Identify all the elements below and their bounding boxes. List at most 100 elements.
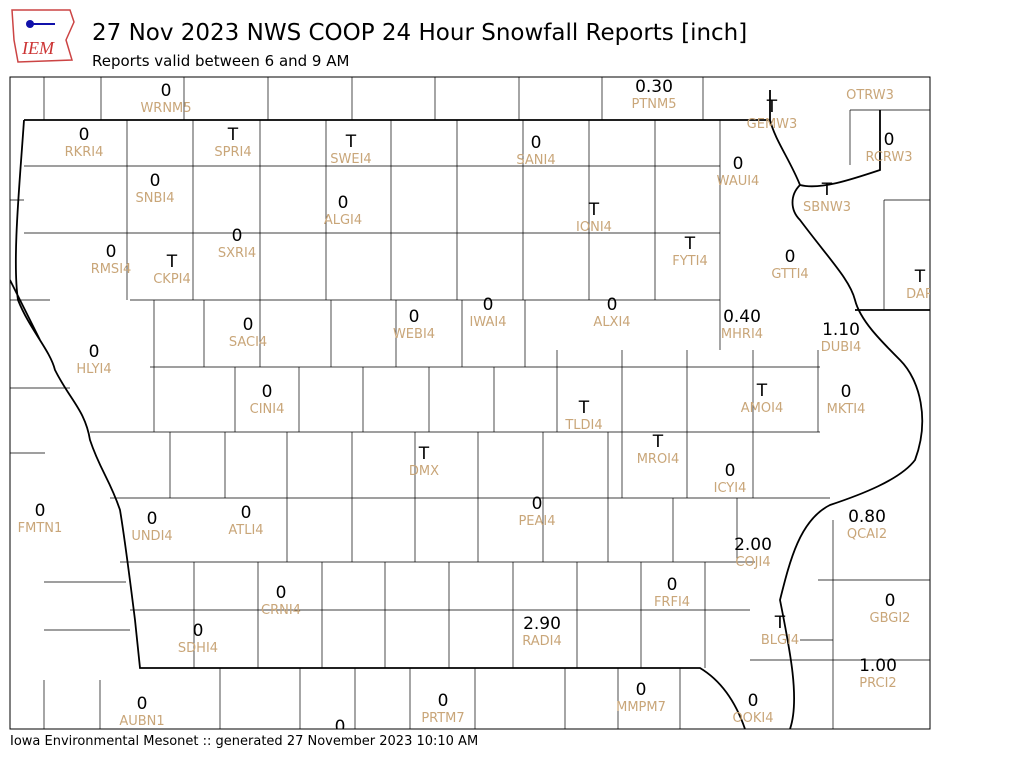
report-value: 0.40 xyxy=(723,307,761,327)
station-id: ICYI4 xyxy=(714,481,747,496)
report-value: 0 xyxy=(243,315,254,335)
station-id: ALXI4 xyxy=(593,315,630,330)
report-value: 1.00 xyxy=(859,656,897,676)
report-value: 0.80 xyxy=(848,507,886,527)
station-id: SPRI4 xyxy=(214,145,251,160)
station-id: OTRW3 xyxy=(846,88,894,103)
report-value: 0 xyxy=(841,382,852,402)
station-id: RADI4 xyxy=(522,634,562,649)
report-value: 0 xyxy=(733,154,744,174)
station-id: MMPM7 xyxy=(616,700,666,715)
station-id: UNDI4 xyxy=(131,529,172,544)
report-value: 0 xyxy=(885,591,896,611)
station-id: WEBI4 xyxy=(393,327,435,342)
station-id: SWEI4 xyxy=(330,152,371,167)
report-value: 0 xyxy=(232,226,243,246)
report-value: 0 xyxy=(89,342,100,362)
logo-text: IEM xyxy=(21,38,55,58)
station-id: SANI4 xyxy=(516,153,555,168)
report-value: T xyxy=(588,200,600,220)
report-value: 0 xyxy=(667,575,678,595)
report-value: 0 xyxy=(438,691,449,711)
report-value: 0 xyxy=(607,295,618,315)
station-id: MHRI4 xyxy=(721,327,763,342)
station-id: WRNM5 xyxy=(140,101,191,116)
station-id: PTNM5 xyxy=(632,97,677,112)
station-id: SNBI4 xyxy=(136,191,175,206)
station-id: HLYI4 xyxy=(76,362,111,377)
footer: Iowa Environmental Mesonet :: generated … xyxy=(10,734,478,749)
report-value: 0 xyxy=(409,307,420,327)
station-id: IONI4 xyxy=(576,220,612,235)
report-value: 0 xyxy=(161,81,172,101)
report-value: T xyxy=(756,381,768,401)
report-value: 0 xyxy=(241,503,252,523)
station-id: RKRI4 xyxy=(65,145,104,160)
report-value: 0 xyxy=(636,680,647,700)
station-id: GEMW3 xyxy=(747,117,798,132)
report-value: 0 xyxy=(884,130,895,150)
report-value: T xyxy=(578,398,590,418)
report-value: 0 xyxy=(79,125,90,145)
station-id: MKTI4 xyxy=(827,402,866,417)
report-value: T xyxy=(345,132,357,152)
station-id: MROI4 xyxy=(637,452,680,467)
report-value: 0 xyxy=(147,509,158,529)
report-value: T xyxy=(652,432,664,452)
state-border xyxy=(10,90,930,729)
report-value: T xyxy=(418,444,430,464)
station-id: IWAI4 xyxy=(470,315,507,330)
report-value: 0 xyxy=(532,494,543,514)
report-value: 0 xyxy=(748,691,759,711)
subtitle: Reports valid between 6 and 9 AM xyxy=(92,52,349,70)
station-id: FMTN1 xyxy=(18,521,63,536)
report-value: 0 xyxy=(725,461,736,481)
station-id: DUBI4 xyxy=(821,340,862,355)
map-frame xyxy=(9,76,931,730)
station-id: RMSI4 xyxy=(91,262,132,277)
report-value: 0 xyxy=(106,242,117,262)
station-id: OOKI4 xyxy=(732,711,773,726)
report-value: T xyxy=(166,252,178,272)
report-value: 0 xyxy=(338,193,349,213)
report-value: 0 xyxy=(483,295,494,315)
report-value: 2.90 xyxy=(523,614,561,634)
report-value: T xyxy=(684,234,696,254)
station-id: AUBN1 xyxy=(119,714,164,729)
report-value: T xyxy=(227,125,239,145)
report-value: 0 xyxy=(335,717,346,737)
station-id: DAR xyxy=(906,287,934,302)
report-value: 0.30 xyxy=(635,77,673,97)
station-id: FRFI4 xyxy=(654,595,690,610)
station-id: BLGI4 xyxy=(761,633,799,648)
station-id: QCAI2 xyxy=(847,527,887,542)
report-value: T xyxy=(914,267,926,287)
report-value: T xyxy=(766,97,778,117)
logo: IEM xyxy=(11,9,75,63)
station-id: CINI4 xyxy=(250,402,285,417)
station-id: RCRW3 xyxy=(865,150,912,165)
report-value: 0 xyxy=(262,382,273,402)
station-id: DMX xyxy=(409,464,439,479)
station-id: PRTM7 xyxy=(421,711,464,726)
county-lines xyxy=(10,77,930,729)
station-id: FYTI4 xyxy=(672,254,707,269)
station-id: GTTI4 xyxy=(771,267,808,282)
report-value: 1.10 xyxy=(822,320,860,340)
report-value: 0 xyxy=(150,171,161,191)
station-id: GBGI2 xyxy=(870,611,911,626)
station-id: SDHI4 xyxy=(178,641,218,656)
station-id: SBNW3 xyxy=(803,200,851,215)
station-id: ALGI4 xyxy=(324,213,362,228)
station-id: AMOI4 xyxy=(741,401,783,416)
report-value: 0 xyxy=(193,621,204,641)
report-value: 2.00 xyxy=(734,535,772,555)
station-id: PRCI2 xyxy=(859,676,896,691)
station-id: ATLI4 xyxy=(228,523,263,538)
station-id: TLDI4 xyxy=(564,418,602,433)
report-value: 0 xyxy=(137,694,148,714)
report-value: 0 xyxy=(785,247,796,267)
station-id: PEAI4 xyxy=(518,514,555,529)
